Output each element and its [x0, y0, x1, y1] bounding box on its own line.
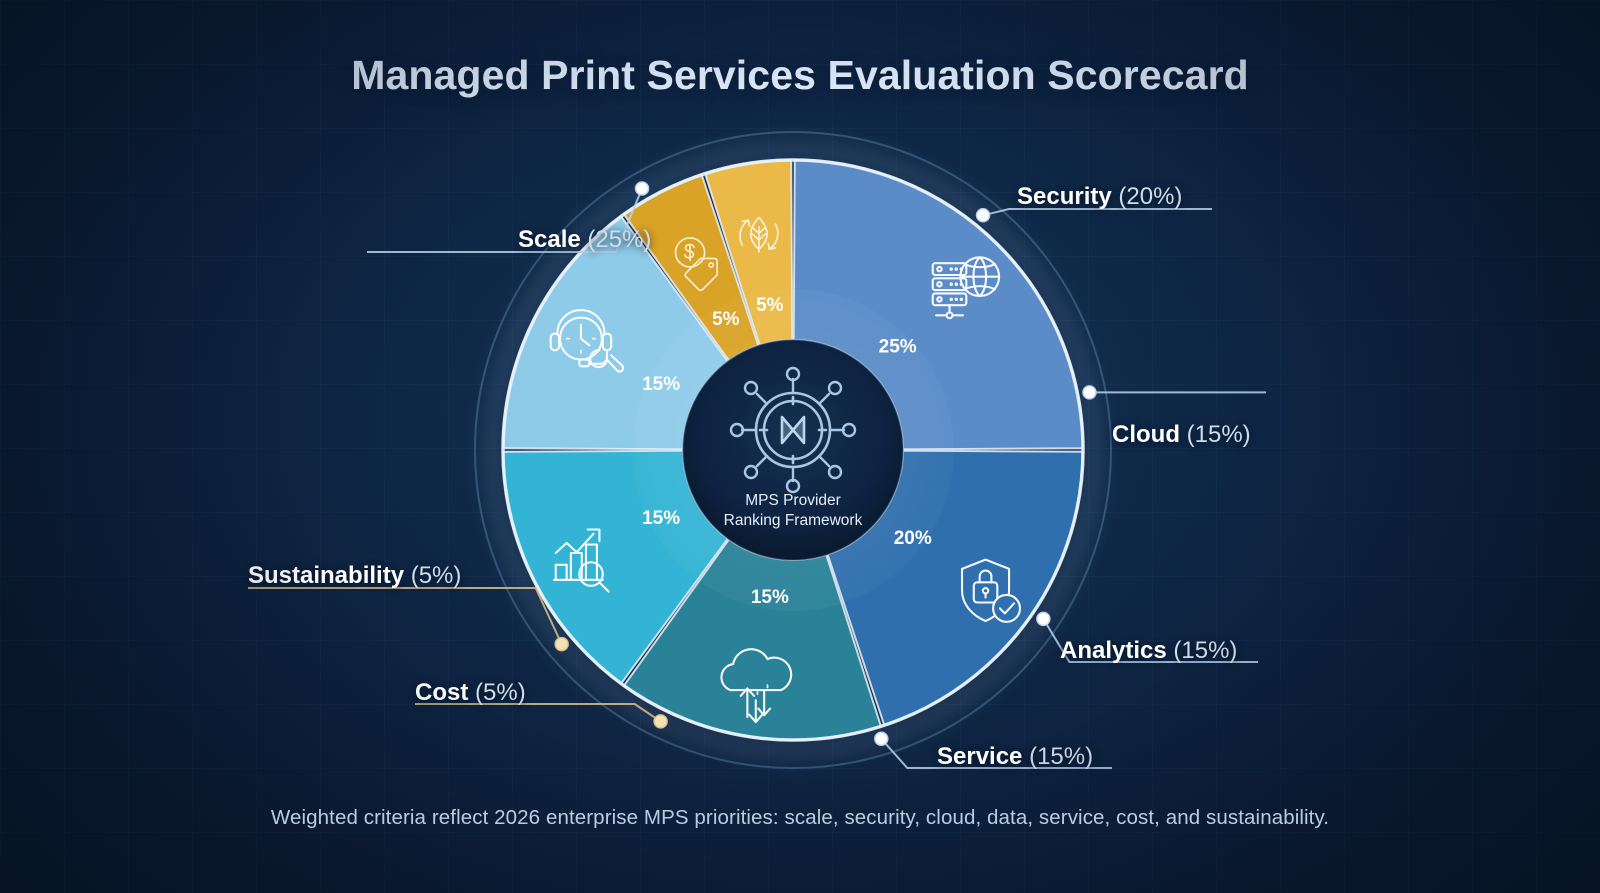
- callout-percent-text: (20%): [1118, 183, 1183, 210]
- callout-cloud[interactable]: Cloud (15%): [1112, 421, 1251, 449]
- callout-cost[interactable]: Cost (5%): [415, 679, 526, 707]
- slice-percent-service: 15%: [642, 374, 680, 395]
- callout-percent-text: (15%): [1029, 743, 1094, 770]
- callout-label-text: Security: [1017, 183, 1112, 210]
- leader-dot-scale: [634, 181, 650, 196]
- leader-dot-analytics: [1036, 611, 1051, 627]
- callout-scale[interactable]: Scale (25%): [518, 226, 651, 254]
- callout-label-text: Scale: [518, 226, 581, 253]
- callout-label-text: Cloud: [1112, 421, 1180, 448]
- callout-percent-text: (15%): [1173, 637, 1238, 664]
- slice-percent-scale: 25%: [879, 336, 917, 357]
- callout-service[interactable]: Service (15%): [937, 743, 1093, 771]
- hub-title-line2: Ranking Framework: [724, 512, 863, 529]
- footer-caption: Weighted criteria reflect 2026 enterpris…: [270, 806, 1330, 829]
- center-hub: MPS Provider Ranking Framework: [682, 339, 904, 561]
- leader-dot-cost: [653, 714, 668, 729]
- leader-line-sustainability: [248, 587, 563, 645]
- slice-percent-cost: 5%: [712, 309, 740, 330]
- slice-percent-sustainability: 5%: [756, 295, 784, 316]
- hub-title-line1: MPS Provider: [745, 492, 841, 509]
- callout-sustainability[interactable]: Sustainability (5%): [248, 562, 461, 590]
- callout-percent-text: (5%): [475, 679, 526, 706]
- slice-percent-security: 20%: [894, 528, 932, 549]
- callout-label-text: Cost: [415, 679, 469, 706]
- callout-label-text: Service: [937, 743, 1023, 770]
- callout-percent-text: (25%): [587, 226, 652, 253]
- callout-security[interactable]: Security (20%): [1017, 183, 1182, 211]
- leader-dot-cloud: [1082, 385, 1097, 400]
- callout-label-text: Sustainability: [248, 562, 405, 589]
- slice-percent-analytics: 15%: [642, 508, 680, 529]
- callout-label-text: Analytics: [1060, 637, 1167, 664]
- callout-percent-text: (15%): [1186, 421, 1251, 448]
- callout-percent-text: (5%): [410, 562, 462, 589]
- leader-dot-security: [975, 208, 991, 223]
- leader-dot-service: [874, 731, 889, 747]
- slice-percent-cloud: 15%: [751, 587, 789, 608]
- leader-dot-sustainability: [554, 636, 569, 652]
- callout-analytics[interactable]: Analytics (15%): [1060, 637, 1237, 665]
